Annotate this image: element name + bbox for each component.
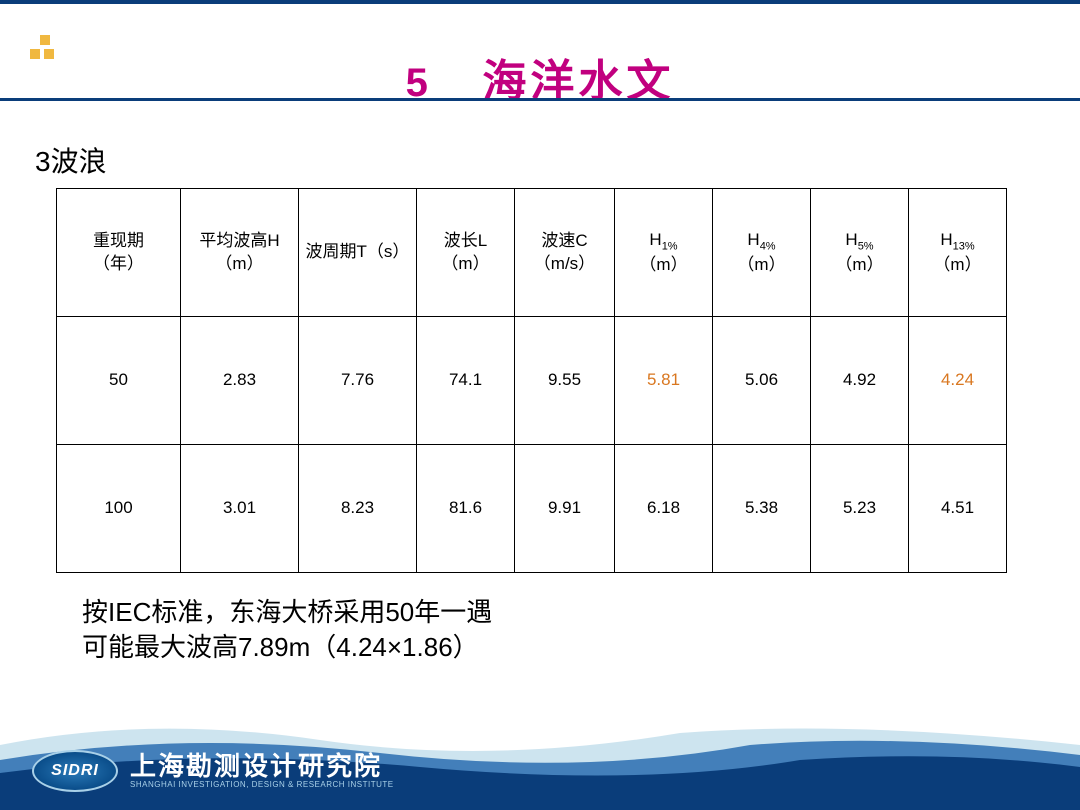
col-header-wavelength: 波长L（m） (417, 189, 515, 317)
col-header-avg-height: 平均波高H（m） (181, 189, 299, 317)
wave-table: 重现期（年） 平均波高H（m） 波周期T（s） 波长L（m） 波速C（m/s） … (56, 188, 1007, 573)
cell: 4.92 (811, 317, 909, 445)
col-header-wave-speed: 波速C（m/s） (515, 189, 615, 317)
cell-highlighted: 5.81 (615, 317, 713, 445)
subtitle: 3波浪 (35, 140, 107, 180)
top-bar (0, 0, 1080, 4)
col-header-h1: H1%（m） (615, 189, 713, 317)
org-name-cn: 上海勘测设计研究院 (130, 753, 394, 780)
org-name-en: SHANGHAI INVESTIGATION, DESIGN & RESEARC… (130, 780, 394, 789)
cell: 74.1 (417, 317, 515, 445)
table-header-row: 重现期（年） 平均波高H（m） 波周期T（s） 波长L（m） 波速C（m/s） … (57, 189, 1007, 317)
col-header-period: 重现期（年） (57, 189, 181, 317)
cell: 5.23 (811, 445, 909, 573)
cell: 5.06 (713, 317, 811, 445)
cell: 50 (57, 317, 181, 445)
table-row: 50 2.83 7.76 74.1 9.55 5.81 5.06 4.92 4.… (57, 317, 1007, 445)
col-header-h5: H5%（m） (811, 189, 909, 317)
col-header-h13: H13%（m） (909, 189, 1007, 317)
col-header-wave-period: 波周期T（s） (299, 189, 417, 317)
cell: 9.91 (515, 445, 615, 573)
cell: 7.76 (299, 317, 417, 445)
cell: 3.01 (181, 445, 299, 573)
cell: 2.83 (181, 317, 299, 445)
logo-badge: SIDRI (32, 750, 118, 792)
cell-highlighted: 4.24 (909, 317, 1007, 445)
logo-group: SIDRI 上海勘测设计研究院 SHANGHAI INVESTIGATION, … (32, 750, 394, 792)
cell: 81.6 (417, 445, 515, 573)
cell: 4.51 (909, 445, 1007, 573)
cell: 6.18 (615, 445, 713, 573)
cell: 9.55 (515, 317, 615, 445)
cell: 8.23 (299, 445, 417, 573)
col-header-h4: H4%（m） (713, 189, 811, 317)
footer: SIDRI 上海勘测设计研究院 SHANGHAI INVESTIGATION, … (0, 705, 1080, 810)
cell: 100 (57, 445, 181, 573)
note-text: 按IEC标准，东海大桥采用50年一遇 可能最大波高7.89m（4.24×1.86… (82, 595, 492, 665)
table-row: 100 3.01 8.23 81.6 9.91 6.18 5.38 5.23 4… (57, 445, 1007, 573)
title-underline (0, 98, 1080, 101)
cell: 5.38 (713, 445, 811, 573)
